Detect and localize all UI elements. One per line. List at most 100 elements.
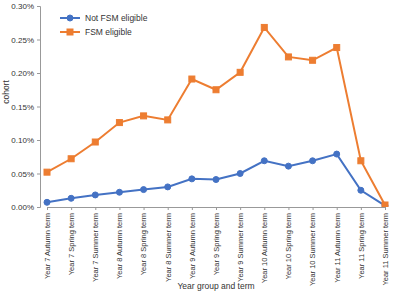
x-tick: Year 7 Spring term	[67, 207, 76, 275]
y-tick: 0.20%	[11, 69, 40, 78]
x-tick: Year 11 Spring term	[357, 207, 366, 279]
data-point	[165, 184, 171, 190]
y-tick: 0.25%	[11, 36, 40, 45]
data-point	[285, 54, 291, 60]
x-tick-label: Year 9 Spring term	[212, 213, 221, 275]
data-point	[334, 45, 340, 51]
x-tick: Year 8 Spring term	[139, 207, 148, 275]
y-tick: 0.00%	[11, 203, 40, 212]
data-point	[213, 177, 219, 183]
x-tick: Year 11 Summer term	[381, 207, 390, 286]
data-point	[310, 57, 316, 63]
x-axis-line	[48, 208, 386, 211]
x-tick: Year 7 Summer term	[91, 207, 100, 282]
data-point	[116, 189, 122, 195]
x-tick-mark	[337, 207, 338, 210]
y-tick-mark	[37, 174, 40, 175]
y-axis-line	[37, 7, 41, 208]
x-tick-label: Year 8 Spring term	[139, 213, 148, 275]
data-point	[44, 199, 50, 205]
x-tick-mark	[47, 207, 48, 210]
series-line	[47, 27, 385, 205]
x-tick-label: Year 11 Summer term	[381, 213, 390, 286]
x-tick-mark	[119, 207, 120, 210]
x-tick-mark	[71, 207, 72, 210]
y-tick-mark	[37, 107, 40, 108]
y-tick: 0.10%	[11, 136, 40, 145]
x-tick: Year 10 Autumn term	[260, 207, 269, 283]
y-axis: 0.00% 0.05% 0.10% 0.15% 0.20% 0.25% 0.30%	[11, 2, 40, 212]
y-tick: 0.15%	[11, 103, 40, 112]
x-tick-mark	[288, 207, 289, 210]
data-point	[165, 117, 171, 123]
x-tick-label: Year 7 Autumn term	[43, 213, 52, 279]
y-tick-label: 0.10%	[11, 136, 34, 145]
x-tick-mark	[313, 207, 314, 210]
y-axis-title: cohort	[1, 80, 11, 104]
data-point	[189, 76, 195, 82]
data-point	[261, 158, 267, 164]
data-point	[334, 151, 340, 157]
y-tick-mark	[37, 207, 40, 208]
data-point	[285, 163, 291, 169]
x-tick-mark	[192, 207, 193, 210]
data-point	[92, 139, 98, 145]
x-tick-label: Year 9 Autumn term	[188, 213, 197, 279]
x-tick-mark	[168, 207, 169, 210]
x-tick: Year 8 Autumn term	[115, 207, 124, 279]
data-point	[141, 187, 147, 193]
x-tick-label: Year 10 Autumn term	[260, 213, 269, 283]
x-tick: Year 7 Autumn term	[43, 207, 52, 279]
legend-marker	[67, 29, 73, 35]
x-tick-mark	[240, 207, 241, 210]
x-tick: Year 8 Summer term	[164, 207, 173, 282]
legend-marker	[67, 15, 73, 21]
data-point	[237, 171, 243, 177]
data-point	[44, 169, 50, 175]
data-point	[68, 195, 74, 201]
legend-item: Not FSM eligible	[60, 13, 148, 23]
legend-label: Not FSM eligible	[85, 13, 148, 23]
x-tick: Year 10 Spring term	[284, 207, 293, 279]
data-point	[92, 192, 98, 198]
legend: Not FSM eligible FSM eligible	[60, 13, 148, 37]
x-tick: Year 9 Summer term	[236, 207, 245, 282]
x-tick: Year 9 Autumn term	[188, 207, 197, 279]
data-point	[261, 24, 267, 30]
x-axis: Year 7 Autumn term Year 7 Spring term Year…	[43, 207, 390, 286]
y-tick-mark	[37, 140, 40, 141]
x-tick-label: Year 7 Spring term	[67, 213, 76, 275]
x-axis-title: Year group and term	[177, 281, 254, 291]
y-tick-mark	[37, 40, 40, 41]
data-point	[358, 187, 364, 193]
series-line	[47, 154, 385, 206]
x-tick: Year 10 Summer term	[308, 207, 317, 286]
x-tick-mark	[264, 207, 265, 210]
data-point	[382, 202, 388, 207]
data-point	[237, 69, 243, 75]
x-tick-label: Year 8 Autumn term	[115, 213, 124, 279]
y-tick-label: 0.25%	[11, 36, 34, 45]
data-point	[189, 176, 195, 182]
y-tick: 0.30%	[11, 2, 40, 11]
x-tick-label: Year 7 Summer term	[91, 213, 100, 282]
data-point	[358, 158, 364, 164]
x-tick-label: Year 9 Summer term	[236, 213, 245, 282]
x-tick-label: Year 11 Spring term	[357, 213, 366, 279]
data-point	[68, 156, 74, 162]
y-tick-label: 0.20%	[11, 69, 34, 78]
x-tick-mark	[216, 207, 217, 210]
data-point	[213, 87, 219, 93]
x-tick-mark	[361, 207, 362, 210]
y-tick-label: 0.00%	[11, 203, 34, 212]
y-tick-label: 0.05%	[11, 170, 34, 179]
y-tick-mark	[37, 73, 40, 74]
x-tick-label: Year 10 Summer term	[308, 213, 317, 286]
y-tick-label: 0.15%	[11, 103, 34, 112]
x-tick-mark	[385, 207, 386, 210]
legend-item: FSM eligible	[60, 27, 132, 37]
chart: 0.00% 0.05% 0.10% 0.15% 0.20% 0.25% 0.30% Year …	[0, 0, 396, 293]
x-tick-mark	[95, 207, 96, 210]
y-tick-label: 0.30%	[11, 2, 34, 11]
x-tick-label: Year 8 Summer term	[164, 213, 173, 282]
